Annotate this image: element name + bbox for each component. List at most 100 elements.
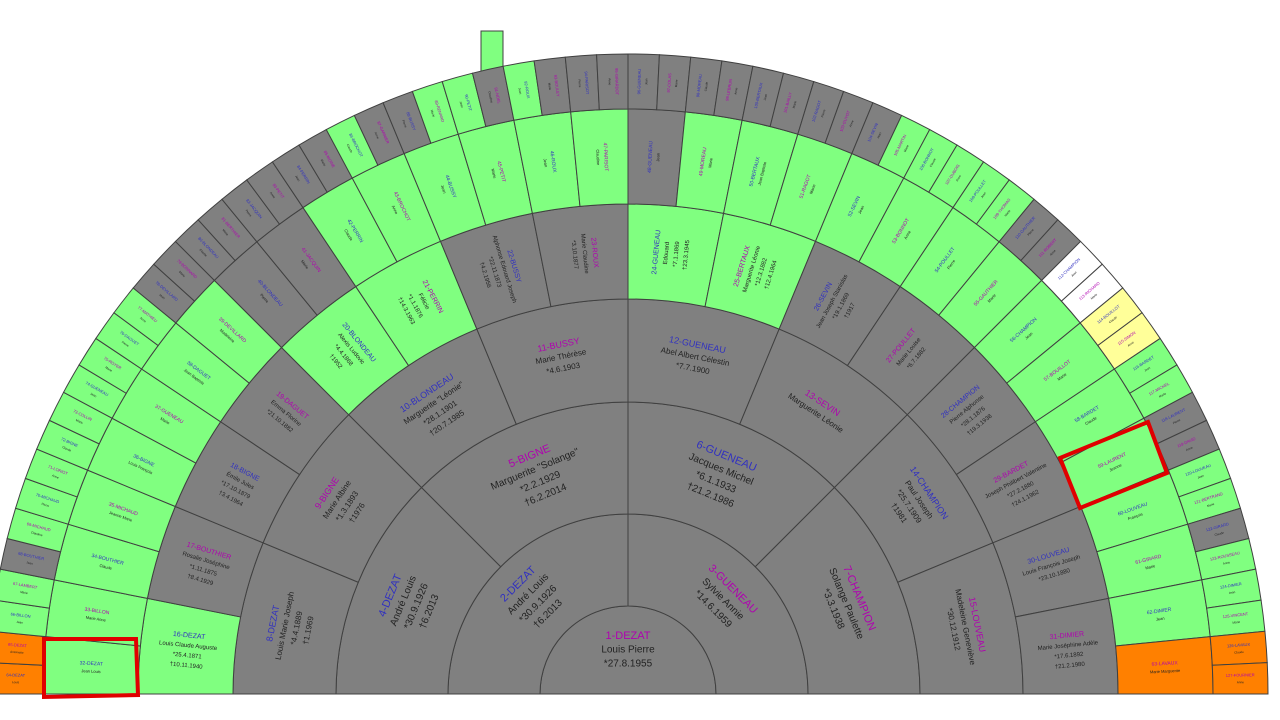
ancestor-name: 99-LEBRUN [724,78,733,101]
ancestor-given-names: Antoinette [10,650,24,655]
ancestor-given-names: Jean [16,620,23,625]
ancestor-birth: *17.6.1892 [1054,652,1084,661]
ancestor-name: 67-LAMBERT [13,581,39,590]
ancestor-given-names: Marie [547,83,552,91]
ancestor-name: 91-NOEL [493,87,502,105]
ancestor-given-names: Marie [300,259,310,271]
ancestor-segment-gen6-32[interactable]: 96-GUENEAU Jean [627,53,660,111]
ancestor-given-names: Jean [1024,331,1034,341]
segment-shape[interactable] [1209,630,1268,666]
ancestor-name: 122-GIRARD [1205,521,1229,532]
ancestor-given-names: Anne [269,191,276,199]
ancestor-segment-gen6-0[interactable]: 64-DEZAT Louis [0,662,45,695]
ancestor-given-names: Jean Louis [81,668,101,674]
ancestor-given-names: Jean [857,205,865,215]
ancestor-name: 68-BOUTHIER [18,551,45,562]
ancestor-name: 16-DEZAT [173,631,207,641]
ancestor-given-names: Pierre [259,292,270,304]
ancestor-given-names: Jean [440,184,448,194]
ancestor-given-names: Jean [518,88,523,95]
ancestor-name: 93-BOULEY [553,74,561,97]
ancestor-segment-gen5-16[interactable]: 48-GUENEAU Jean [627,108,686,207]
ancestor-segment-gen6-36[interactable]: 100-BERTAUX Jean [741,65,785,128]
ancestor-given-names: Edouard [663,242,671,265]
ancestor-name: 49-MOREAU [698,147,708,177]
ancestor-given-names: Pierre [41,502,50,508]
ancestor-given-names: Marie [808,183,816,195]
selection-highlights [42,419,1170,700]
ancestor-given-names: Anne [903,229,912,240]
ancestor-given-names: Jean [1197,473,1205,479]
ancestor-segment-gen6-63[interactable]: 127-FOURNIER Anne [1211,662,1269,695]
ancestor-given-names: Anne [51,474,59,480]
ancestor-given-names: Jean [542,158,548,167]
ancestor-segment-gen6-33[interactable]: 97-COLAS Marie [656,54,692,113]
ancestor-name: 89-RENARD [434,100,446,123]
ancestor-given-names: Jean Baptiste [757,160,768,185]
ancestor-name: 62-DIMIER [1146,607,1172,617]
ancestor-segment-gen4-8[interactable]: 24-GUENEAU Edouard *7.1.1869 †23.3.1945 [627,203,725,308]
root-person[interactable]: 1-DEZAT Louis Pierre *27.8.1955 [539,605,717,695]
selection-highlight-left [42,637,141,700]
ancestor-given-names: Anne [608,78,612,85]
ancestor-given-names: Anne [374,131,381,139]
ancestor-given-names: Anne [391,204,400,215]
ancestor-name: 96-GUENEAU [636,69,642,95]
segment-shape[interactable] [1211,662,1269,695]
ancestor-death: †23.3.1945 [682,239,691,270]
segment-shape[interactable] [0,662,45,695]
ancestor-given-names: Marie [792,100,798,109]
ancestor-given-names: Louis Claude Auguste [159,640,218,652]
